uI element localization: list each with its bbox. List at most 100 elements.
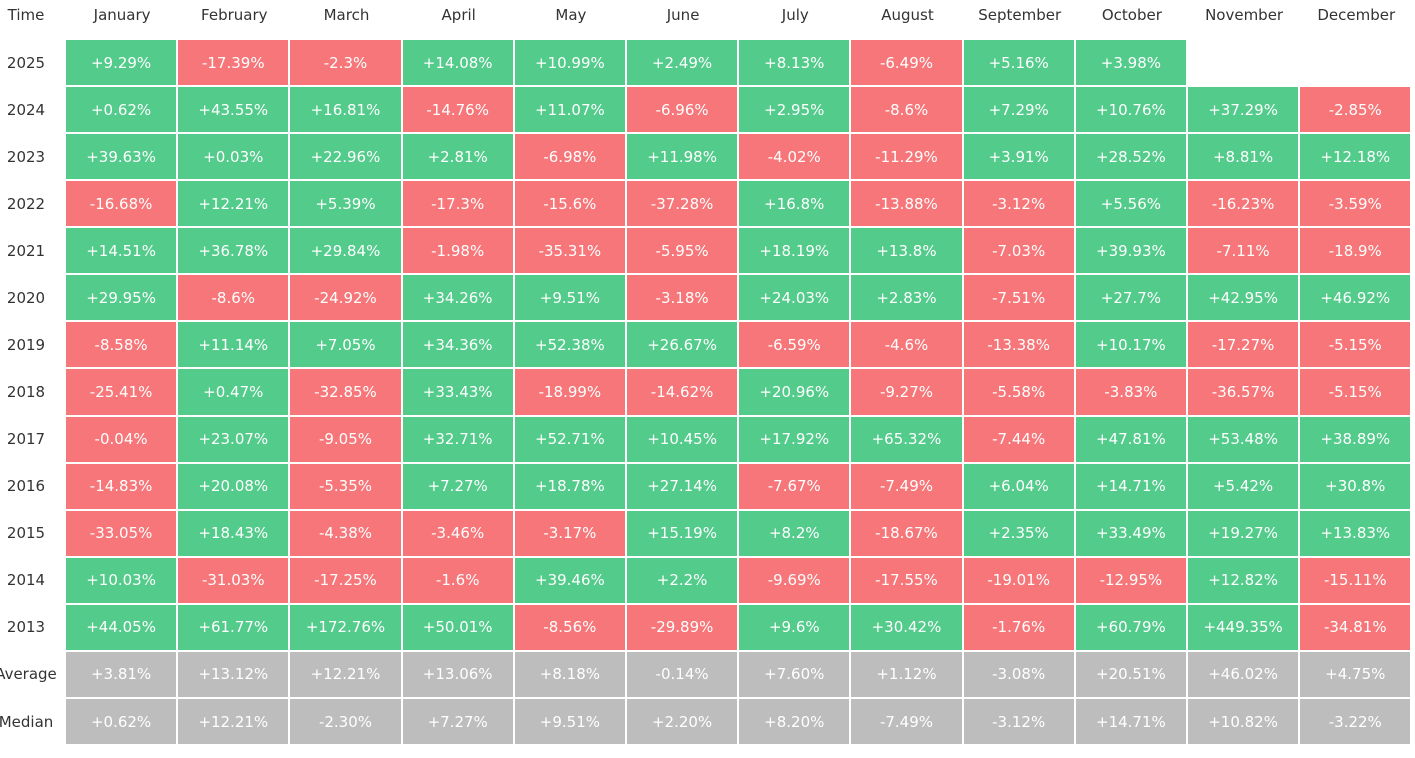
return-cell: +10.76% xyxy=(1075,87,1186,133)
return-cell: -7.51% xyxy=(963,275,1074,321)
return-cell: +12.82% xyxy=(1188,557,1299,603)
return-cell: +10.45% xyxy=(627,416,738,462)
return-cell: +9.29% xyxy=(66,40,177,86)
return-cell: +27.7% xyxy=(1075,275,1186,321)
return-cell: +0.47% xyxy=(178,369,289,415)
return-cell: +3.91% xyxy=(963,134,1074,180)
return-cell: -33.05% xyxy=(66,510,177,556)
return-cell: -0.14% xyxy=(627,651,738,697)
return-cell: +17.92% xyxy=(739,416,850,462)
return-cell: -9.05% xyxy=(290,416,401,462)
return-cell: -8.6% xyxy=(851,87,962,133)
return-cell: +15.19% xyxy=(627,510,738,556)
row-label: 2024 xyxy=(6,100,46,119)
return-cell: +5.42% xyxy=(1188,463,1299,509)
row-label: 2013 xyxy=(6,618,46,637)
return-cell: -36.57% xyxy=(1188,369,1299,415)
return-cell: -17.39% xyxy=(178,40,289,86)
row-label: 2019 xyxy=(6,335,46,354)
column-header: October xyxy=(1101,6,1162,24)
return-cell: +52.38% xyxy=(514,322,625,368)
return-cell: -3.18% xyxy=(627,275,738,321)
return-cell: +8.2% xyxy=(739,510,850,556)
return-cell: +18.43% xyxy=(178,510,289,556)
return-cell: +3.81% xyxy=(66,651,177,697)
return-cell: -1.6% xyxy=(402,557,513,603)
return-cell: -17.3% xyxy=(402,181,513,227)
return-cell: +13.8% xyxy=(851,228,962,274)
return-cell: +12.21% xyxy=(290,651,401,697)
return-cell: +28.52% xyxy=(1075,134,1186,180)
return-cell: -3.59% xyxy=(1300,181,1411,227)
return-cell: -8.6% xyxy=(178,275,289,321)
return-cell: -8.56% xyxy=(514,604,625,650)
return-cell: -3.17% xyxy=(514,510,625,556)
column-header: September xyxy=(978,6,1062,24)
return-cell: +3.98% xyxy=(1075,40,1186,86)
return-cell: -7.11% xyxy=(1188,228,1299,274)
return-cell: +39.46% xyxy=(514,557,625,603)
return-cell: -17.55% xyxy=(851,557,962,603)
return-cell: +33.49% xyxy=(1075,510,1186,556)
column-header: February xyxy=(201,6,268,24)
return-cell: +50.01% xyxy=(402,604,513,650)
return-cell: +12.21% xyxy=(178,181,289,227)
return-cell: -24.92% xyxy=(290,275,401,321)
return-cell: +2.95% xyxy=(739,87,850,133)
return-cell: -14.83% xyxy=(66,463,177,509)
return-cell: +20.96% xyxy=(739,369,850,415)
return-cell: +7.60% xyxy=(739,651,850,697)
return-cell: -34.81% xyxy=(1300,604,1411,650)
return-cell: +52.71% xyxy=(514,416,625,462)
return-cell: +13.06% xyxy=(402,651,513,697)
return-cell: +0.62% xyxy=(66,87,177,133)
return-cell: +2.81% xyxy=(402,134,513,180)
return-cell: -14.62% xyxy=(627,369,738,415)
return-cell: -5.35% xyxy=(290,463,401,509)
return-cell: -13.38% xyxy=(963,322,1074,368)
return-cell: +19.27% xyxy=(1188,510,1299,556)
return-cell: +43.55% xyxy=(178,87,289,133)
return-cell: +42.95% xyxy=(1188,275,1299,321)
return-cell: -13.88% xyxy=(851,181,962,227)
return-cell: +29.84% xyxy=(290,228,401,274)
return-cell: +8.20% xyxy=(739,698,850,745)
return-cell: +9.51% xyxy=(514,698,625,745)
return-cell: +34.26% xyxy=(402,275,513,321)
return-cell: +7.05% xyxy=(290,322,401,368)
return-cell: +18.78% xyxy=(514,463,625,509)
return-cell: -5.95% xyxy=(627,228,738,274)
return-cell: +18.19% xyxy=(739,228,850,274)
row-label: 2017 xyxy=(6,430,46,449)
return-cell: +4.75% xyxy=(1300,651,1411,697)
return-cell: +46.02% xyxy=(1188,651,1299,697)
return-cell: +65.32% xyxy=(851,416,962,462)
return-cell: +39.93% xyxy=(1075,228,1186,274)
return-cell: -6.96% xyxy=(627,87,738,133)
return-cell: +29.95% xyxy=(66,275,177,321)
return-cell: +0.03% xyxy=(178,134,289,180)
return-cell: +2.20% xyxy=(627,698,738,745)
return-cell: -3.83% xyxy=(1075,369,1186,415)
return-cell: +14.71% xyxy=(1075,463,1186,509)
return-cell: -0.04% xyxy=(66,416,177,462)
return-cell: +12.18% xyxy=(1300,134,1411,180)
column-header: January xyxy=(93,6,151,24)
return-cell: +6.04% xyxy=(963,463,1074,509)
column-header: March xyxy=(323,6,370,24)
row-label: 2018 xyxy=(6,383,46,402)
return-cell: +5.16% xyxy=(963,40,1074,86)
column-header: August xyxy=(881,6,934,24)
return-cell: +11.98% xyxy=(627,134,738,180)
return-cell: +60.79% xyxy=(1075,604,1186,650)
return-cell: -7.44% xyxy=(963,416,1074,462)
return-cell: -9.69% xyxy=(739,557,850,603)
return-cell: -14.76% xyxy=(402,87,513,133)
return-cell: +12.21% xyxy=(178,698,289,745)
return-cell: -3.46% xyxy=(402,510,513,556)
row-label: 2020 xyxy=(6,288,46,307)
return-cell: +20.08% xyxy=(178,463,289,509)
return-cell: +38.89% xyxy=(1300,416,1411,462)
return-cell: -9.27% xyxy=(851,369,962,415)
return-cell: -15.11% xyxy=(1300,557,1411,603)
